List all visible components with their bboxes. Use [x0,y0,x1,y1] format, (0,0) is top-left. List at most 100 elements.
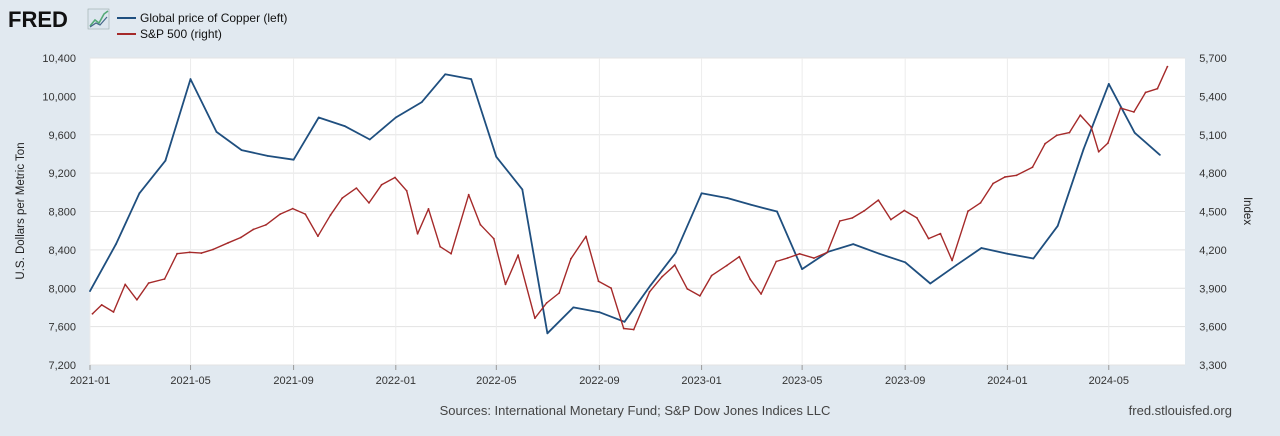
data-point-copper [980,247,983,249]
data-point-copper [164,159,167,162]
data-point-copper [1006,252,1009,255]
data-point-sp500 [1133,111,1135,113]
x-tick-label: 2023-09 [885,375,925,387]
data-point-sp500 [632,328,635,331]
data-point-copper [929,282,932,285]
data-point-sp500 [1068,131,1071,134]
data-point-sp500 [1055,134,1058,137]
x-tick-label: 2022-01 [376,375,416,387]
series-lines [89,65,1169,335]
data-point-sp500 [927,237,930,240]
y-left-tick-label: 9,600 [48,130,76,142]
y-right-tick-label: 4,500 [1199,207,1227,219]
data-point-copper [89,290,91,292]
legend-label-sp500: S&P 500 (right) [140,27,222,41]
x-tick-label: 2024-01 [987,375,1027,387]
data-point-copper [521,188,524,191]
data-point-copper [317,116,320,119]
data-point-sp500 [570,257,572,260]
x-axis-ticks: 2021-01 2021-05 2021-09 2022-01 2022-05 2022-… [70,365,1129,387]
data-point-copper [1032,257,1035,260]
data-point-copper [1133,131,1136,134]
data-point-sp500 [227,241,230,244]
data-point-sp500 [545,302,548,304]
data-point-sp500 [686,288,689,290]
fred-logo[interactable]: FRED [8,7,110,32]
data-point-sp500 [622,327,625,330]
data-point-sp500 [787,257,789,259]
data-point-sp500 [838,220,841,222]
y-axis-right-title: Index [1241,197,1253,225]
data-point-sp500 [597,280,600,283]
data-point-sp500 [738,255,741,258]
data-point-copper [368,138,371,141]
sources-note: Sources: International Monetary Fund; S&… [440,403,831,418]
y-left-tick-label: 7,600 [48,322,76,334]
legend-item-sp500[interactable]: S&P 500 (right) [117,27,222,41]
data-point-sp500 [1031,166,1034,169]
data-point-sp500 [163,278,166,280]
data-point-sp500 [405,189,408,192]
data-point-sp500 [1015,174,1018,177]
data-point-sp500 [212,248,215,251]
data-point-sp500 [798,252,801,255]
data-point-sp500 [341,197,344,200]
data-point-copper [700,192,703,195]
data-point-sp500 [265,224,267,226]
legend-label-copper: Global price of Copper (left) [140,11,287,25]
data-point-copper [598,311,601,314]
data-point-sp500 [450,252,452,255]
y-right-tick-label: 5,700 [1199,53,1227,65]
data-point-sp500 [775,260,778,263]
data-point-copper [546,332,549,335]
legend-item-copper[interactable]: Global price of Copper (left) [117,11,287,25]
data-point-sp500 [1119,107,1122,109]
site-link[interactable]: fred.stlouisfed.org [1129,403,1232,418]
data-point-sp500 [760,293,762,295]
y-right-tick-label: 3,300 [1199,360,1227,372]
y-axis-right-ticks: 3,300 3,600 3,900 4,200 4,500 4,800 5,100 5,400… [1199,53,1227,372]
data-point-sp500 [439,245,442,248]
x-tick-label: 2023-01 [681,375,721,387]
x-tick-label: 2021-05 [170,375,210,387]
data-point-sp500 [200,252,203,255]
data-point-sp500 [368,202,370,204]
y-right-tick-label: 5,400 [1199,91,1227,103]
data-point-sp500 [967,210,969,213]
y-right-tick-label: 3,900 [1199,283,1227,295]
gridlines [89,57,1185,366]
data-point-sp500 [890,218,892,221]
data-point-sp500 [1090,126,1093,128]
data-point-copper [343,125,346,127]
data-point-copper [444,73,447,76]
data-point-copper [420,101,423,103]
legend: Global price of Copper (left) S&P 500 (r… [117,11,287,41]
data-point-sp500 [877,199,880,202]
data-point-sp500 [1079,114,1082,116]
data-point-copper [495,155,498,158]
data-point-copper [1082,148,1085,151]
x-tick-label: 2022-09 [579,375,619,387]
data-point-sp500 [585,235,587,238]
data-point-copper [904,261,907,264]
data-point-copper [649,284,652,287]
data-point-copper [240,149,243,152]
x-tick-label: 2021-01 [70,375,110,387]
data-point-sp500 [725,264,728,267]
data-point-sp500 [479,223,482,226]
data-point-sp500 [136,298,138,301]
data-point-sp500 [1097,150,1100,153]
y-right-tick-label: 3,600 [1199,322,1227,334]
data-point-copper [852,243,855,246]
data-point-copper [138,192,141,195]
x-tick-label: 2023-05 [782,375,822,387]
data-point-sp500 [979,201,982,204]
data-point-sp500 [304,213,307,216]
data-point-sp500 [504,283,507,286]
data-point-sp500 [1166,65,1169,68]
data-point-copper [1107,83,1110,85]
data-point-sp500 [851,217,854,219]
data-point-copper [1056,225,1059,227]
data-point-sp500 [355,187,358,190]
